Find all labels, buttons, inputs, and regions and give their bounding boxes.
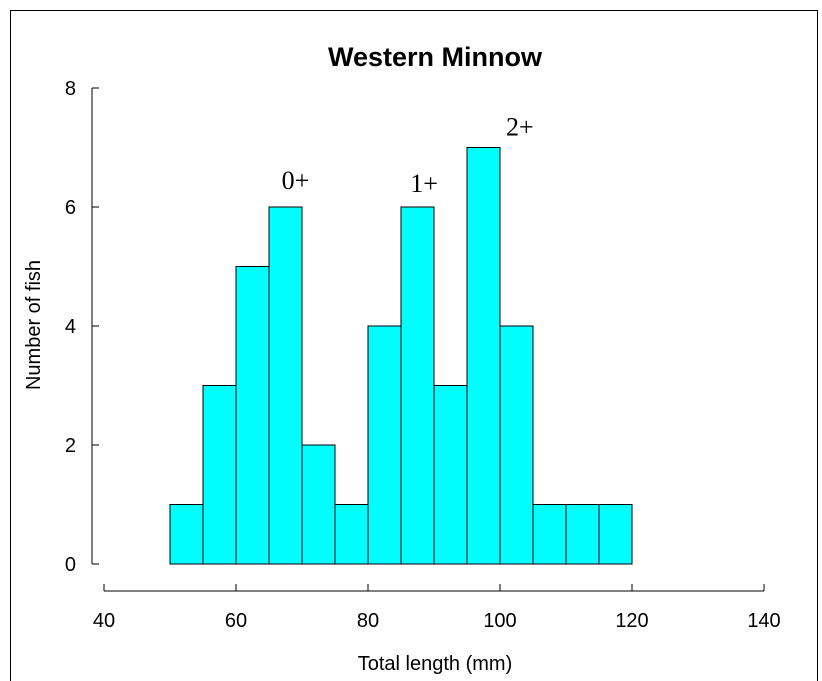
y-axis: 0 2 4 6 8: [65, 78, 99, 576]
y-tick-label: 2: [65, 435, 76, 457]
bar-100: [499, 325, 534, 565]
bar-90: [433, 385, 468, 565]
y-tick-label: 4: [65, 316, 76, 338]
bar-115: [598, 504, 633, 565]
x-tick-label: 60: [225, 610, 247, 632]
age-class-label: 0+: [282, 166, 310, 195]
x-tick-label: 40: [93, 610, 115, 632]
y-axis-label: Number of fish: [23, 260, 45, 390]
bar-85: [400, 206, 435, 565]
x-tick-label: 120: [615, 610, 648, 632]
y-tick-label: 6: [65, 197, 76, 219]
bar-105: [532, 504, 567, 565]
x-axis: 40 60 80 100 120 140: [93, 584, 781, 632]
y-tick-label: 8: [65, 78, 76, 100]
bar-50: [169, 504, 204, 565]
bar-95: [466, 147, 501, 565]
x-tick-label: 80: [357, 610, 379, 632]
y-tick-label: 0: [65, 554, 76, 576]
bar-110: [565, 504, 600, 565]
bar-80: [367, 325, 402, 565]
bar-75: [334, 504, 369, 565]
age-class-label: 1+: [410, 169, 438, 198]
x-tick-label: 100: [483, 610, 516, 632]
bar-65: [268, 206, 303, 565]
chart-title: Western Minnow: [328, 42, 543, 72]
age-class-label: 2+: [506, 113, 534, 142]
bars-group: [169, 147, 633, 565]
bar-60: [235, 266, 270, 565]
x-axis-label: Total length (mm): [358, 653, 513, 675]
x-tick-label: 140: [747, 610, 780, 632]
bar-55: [202, 385, 237, 565]
annotations-group: 0+ 1+ 2+: [282, 113, 534, 199]
bar-70: [301, 444, 336, 565]
